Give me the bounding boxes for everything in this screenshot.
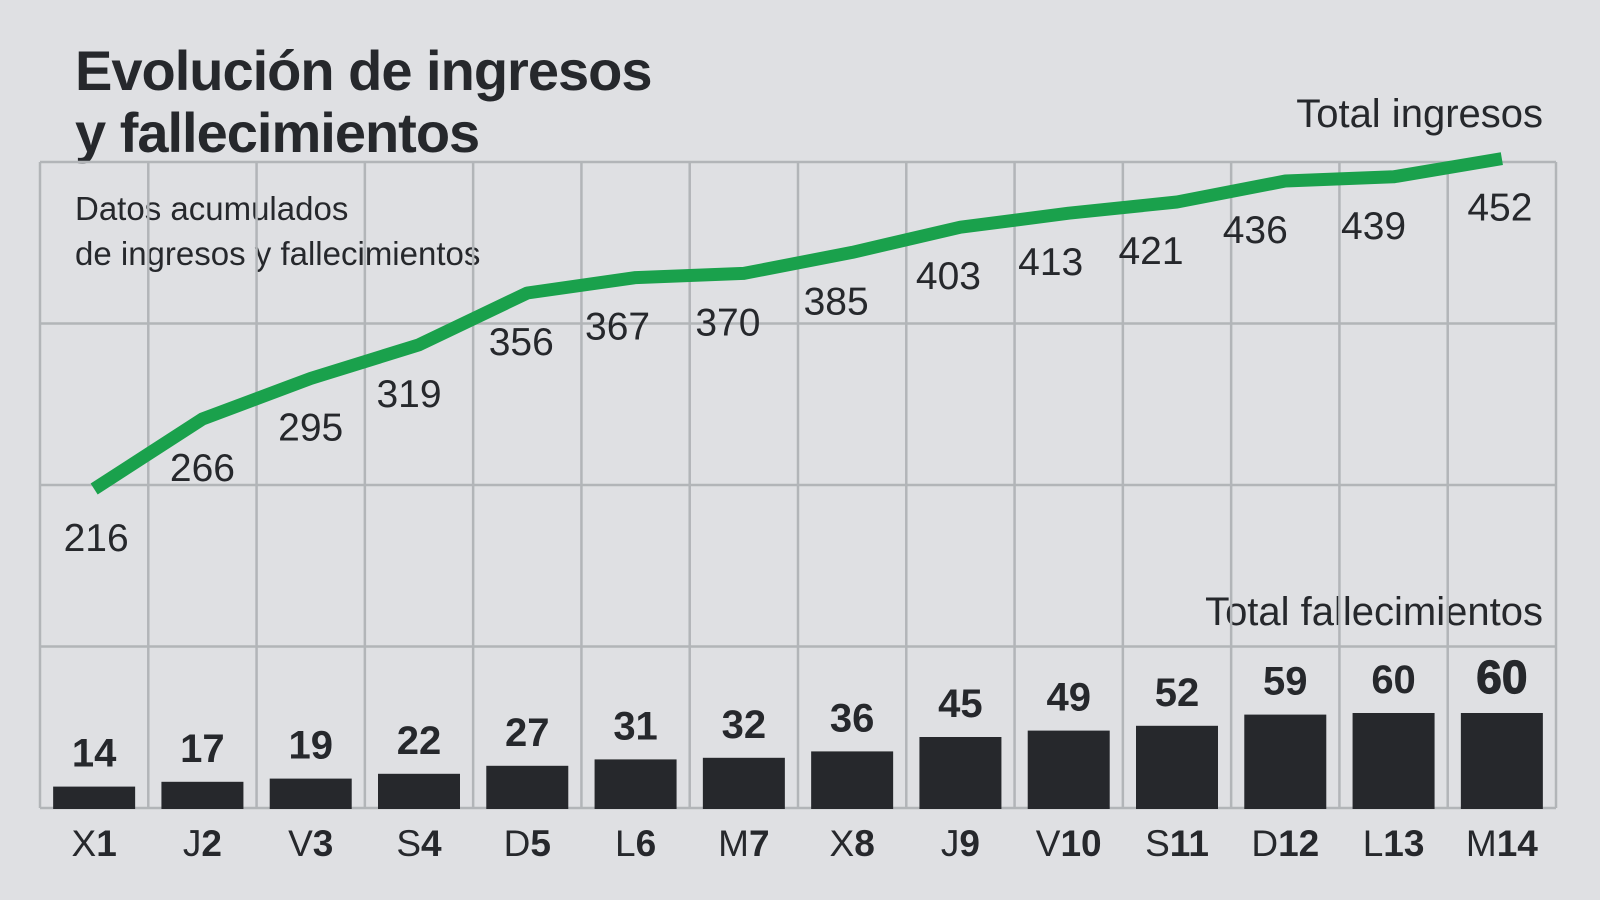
deaths-bar xyxy=(594,759,677,809)
chart-subtitle-line2: de ingresos y fallecimientos xyxy=(75,235,481,272)
x-axis-label: V3 xyxy=(288,823,333,864)
deaths-bar xyxy=(53,786,136,809)
deaths-bar xyxy=(702,757,785,809)
x-axis-label: D12 xyxy=(1251,823,1319,864)
chart-subtitle: Datos acumulados de ingresos y fallecimi… xyxy=(75,186,480,276)
x-axis-label: X1 xyxy=(72,823,117,864)
x-axis-label: J9 xyxy=(941,823,980,864)
bar-value-label: 27 xyxy=(505,711,550,755)
bar-value-label: 14 xyxy=(72,732,117,776)
deaths-bar xyxy=(378,773,460,809)
line-value-label: 403 xyxy=(916,255,981,298)
bar-value-label: 22 xyxy=(397,719,442,763)
deaths-bar xyxy=(486,765,569,809)
page-title-line2: y fallecimientos xyxy=(75,101,480,164)
bar-value-label: 59 xyxy=(1263,660,1308,704)
legend-total-ingresos: Total ingresos xyxy=(1296,92,1543,136)
deaths-bar xyxy=(161,781,244,809)
deaths-bar xyxy=(811,751,894,809)
deaths-bar xyxy=(1136,725,1218,809)
x-axis-label: S4 xyxy=(396,823,442,864)
line-value-label: 436 xyxy=(1223,209,1288,252)
line-value-label: 439 xyxy=(1341,205,1406,248)
bar-value-label: 31 xyxy=(613,704,658,748)
bar-value-label: 49 xyxy=(1046,676,1091,720)
line-value-label: 266 xyxy=(170,447,235,490)
x-axis-label: L13 xyxy=(1363,823,1425,864)
x-axis-label: J2 xyxy=(183,823,222,864)
page-title-line1: Evolución de ingresos xyxy=(75,39,652,102)
bar-value-label: 36 xyxy=(830,696,875,740)
x-axis-label: D5 xyxy=(504,823,551,864)
line-value-label: 216 xyxy=(64,517,129,560)
bar-value-label: 45 xyxy=(938,682,983,726)
deaths-bar xyxy=(1352,713,1435,809)
deaths-bar xyxy=(1244,714,1327,809)
bar-value-label: 60 xyxy=(1476,651,1527,703)
bar-value-label: 60 xyxy=(1371,658,1416,702)
x-axis-label: M14 xyxy=(1466,823,1538,864)
x-axis-label: L6 xyxy=(615,823,656,864)
line-value-label: 385 xyxy=(804,280,869,323)
bar-value-label: 52 xyxy=(1155,671,1200,715)
line-value-label: 295 xyxy=(278,406,343,449)
x-axis-label: S11 xyxy=(1145,823,1209,864)
line-value-label: 370 xyxy=(695,301,760,344)
chart-subtitle-line1: Datos acumulados xyxy=(75,190,349,227)
ingresos-line xyxy=(90,152,1503,495)
x-axis-label: V10 xyxy=(1036,823,1102,864)
line-value-label: 367 xyxy=(585,306,650,349)
x-axis-label: X8 xyxy=(830,823,875,864)
line-value-label: 356 xyxy=(489,321,554,364)
legend-total-fallecimientos: Total fallecimientos xyxy=(1205,590,1543,634)
bar-value-label: 19 xyxy=(288,724,333,768)
line-value-label: 452 xyxy=(1467,187,1532,230)
deaths-bar xyxy=(1460,713,1543,809)
deaths-bar xyxy=(919,737,1002,809)
bar-value-label: 17 xyxy=(180,727,225,771)
line-value-label: 319 xyxy=(376,373,441,416)
deaths-bar xyxy=(269,778,352,809)
x-axis-label: M7 xyxy=(718,823,769,864)
bar-value-label: 32 xyxy=(722,703,767,747)
line-value-label: 421 xyxy=(1118,230,1183,273)
line-value-label: 413 xyxy=(1018,241,1083,284)
page-title: Evolución de ingresos y fallecimientos xyxy=(75,39,652,164)
deaths-bar xyxy=(1027,730,1110,809)
